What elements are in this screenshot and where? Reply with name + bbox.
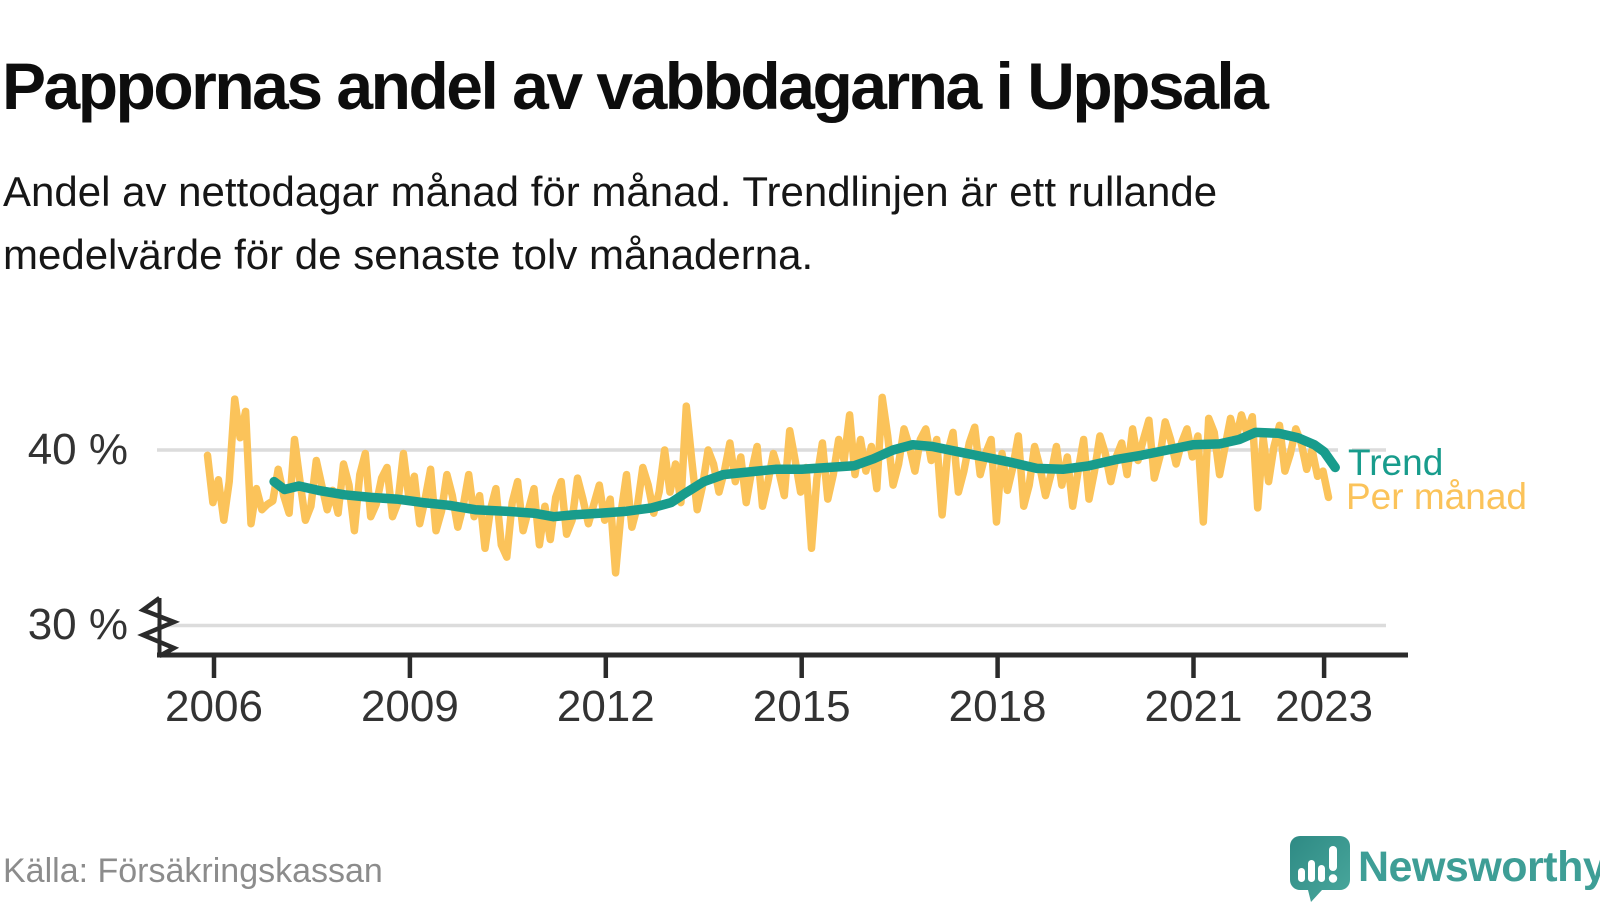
x-axis-tick-label-2018: 2018 <box>948 682 1047 731</box>
legend-trend-label: Trend <box>1348 442 1444 483</box>
brand-name: Newsworthy <box>1358 843 1600 891</box>
x-axis-tick-label-2009: 2009 <box>360 682 459 731</box>
source-note: Källa: Försäkringskassan <box>3 852 383 890</box>
axis-break-zigzag-icon <box>137 596 181 658</box>
subtitle-line-1: Andel av nettodagar månad för månad. Tre… <box>3 168 1218 215</box>
x-axis-tick-label-2023: 2023 <box>1275 682 1374 731</box>
monthly-line <box>203 393 1333 577</box>
x-axis-tick-label-2006: 2006 <box>165 682 263 731</box>
newsworthy-logo-icon <box>1290 836 1350 902</box>
y-axis-tick-label-30: 30 % <box>27 600 128 649</box>
trend-line <box>269 427 1340 522</box>
y-axis-tick-label-40: 40 % <box>27 425 128 474</box>
chart-subtitle: Andel av nettodagar månad för månad. Tre… <box>3 160 1483 286</box>
x-axis-tick-label-2015: 2015 <box>752 682 851 731</box>
page-title: Pappornas andel av vabbdagarna i Uppsala <box>2 49 1269 124</box>
subtitle-line-2: medelvärde för de senaste tolv månaderna… <box>3 231 814 278</box>
x-axis-tick-label-2012: 2012 <box>556 682 655 731</box>
x-axis-tick-label-2021: 2021 <box>1144 682 1243 731</box>
legend-monthly-label: Per månad <box>1346 476 1527 517</box>
